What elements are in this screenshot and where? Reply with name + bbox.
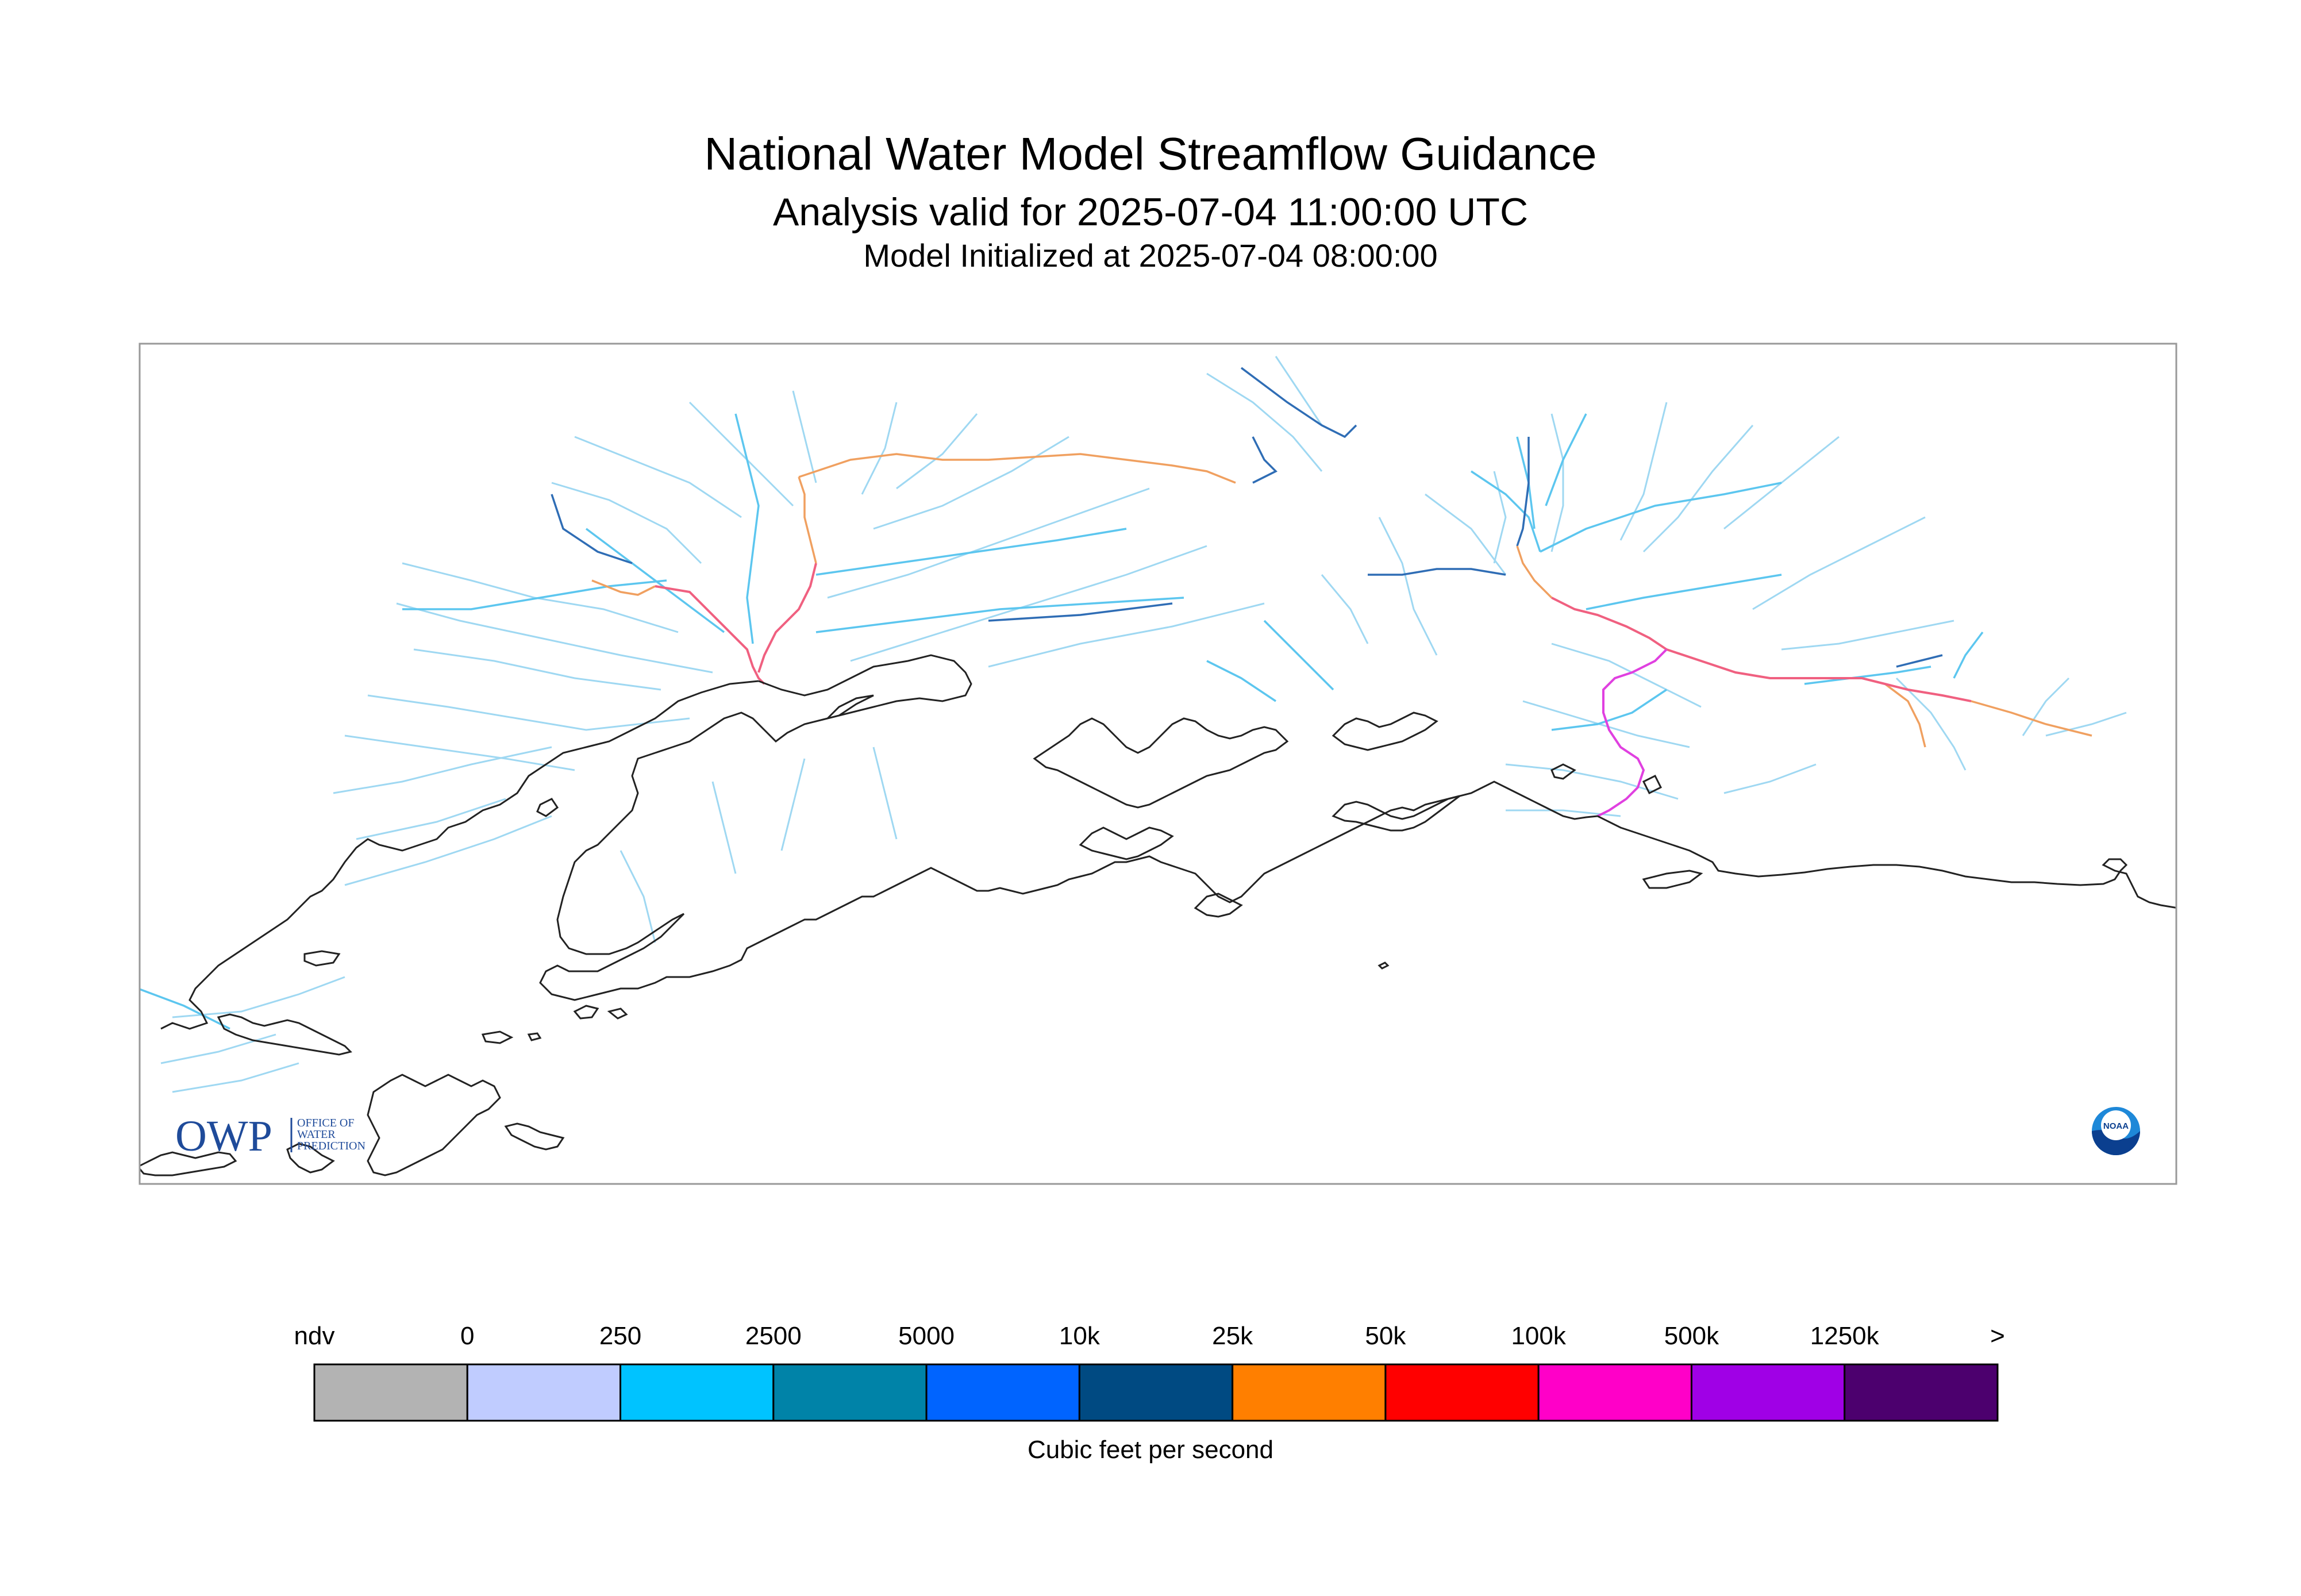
colorbar-units: Cubic feet per second — [1027, 1436, 1274, 1464]
model-init-time: Model Initialized at 2025-07-04 08:00:00 — [863, 237, 1438, 274]
medium-streams — [551, 367, 1943, 668]
colorbar-swatch — [466, 1363, 622, 1422]
colorbar-tick-label: 5000 — [898, 1322, 955, 1350]
noaa-logo: NOAA — [2092, 1107, 2140, 1155]
colorbar-tick-label: 250 — [599, 1322, 642, 1350]
analysis-valid-time: Analysis valid for 2025-07-04 11:00:00 U… — [772, 190, 1529, 234]
map-title: National Water Model Streamflow Guidance — [704, 128, 1597, 179]
colorbar-swatch — [313, 1363, 468, 1422]
owp-logo-line-2: WATER — [297, 1128, 336, 1141]
colorbar-tick-label: 2500 — [745, 1322, 802, 1350]
noaa-logo-text: NOAA — [2103, 1121, 2129, 1131]
map-frame — [138, 343, 2177, 1185]
large-rivers — [591, 453, 2092, 748]
owp-logo: OWP OFFICE OF WATER PREDICTION — [175, 1112, 365, 1160]
owp-logo-line-1: OFFICE OF — [297, 1117, 354, 1129]
colorbar-swatch — [1384, 1363, 1540, 1422]
owp-logo-mark: OWP — [175, 1112, 272, 1160]
colorbar-tick-label: ndv — [294, 1322, 335, 1350]
colorbar-tick-label: 50k — [1365, 1322, 1406, 1350]
colorbar-swatch — [1844, 1363, 1999, 1422]
colorbar-swatch — [1078, 1363, 1234, 1422]
colorbar — [313, 1363, 1999, 1422]
streams — [140, 413, 1984, 1030]
colorbar-tick-label: 1250k — [1810, 1322, 1879, 1350]
colorbar-tick-label: 100k — [1511, 1322, 1566, 1350]
colorbar-swatch — [620, 1363, 775, 1422]
coastline — [140, 654, 2176, 1176]
magenta-river — [1597, 648, 1668, 817]
major-rivers — [655, 563, 1972, 702]
colorbar-tick-label: 500k — [1664, 1322, 1719, 1350]
colorbar-swatch — [1232, 1363, 1387, 1422]
colorbar-tick-label: 25k — [1212, 1322, 1253, 1350]
minor-streams — [160, 356, 2127, 1093]
colorbar-swatch — [1537, 1363, 1692, 1422]
owp-logo-line-3: PREDICTION — [297, 1140, 365, 1152]
colorbar-tick-label: 10k — [1059, 1322, 1100, 1350]
colorbar-swatch — [925, 1363, 1080, 1422]
colorbar-swatch — [772, 1363, 928, 1422]
colorbar-tick-label: > — [1990, 1322, 2005, 1350]
colorbar-swatch — [1690, 1363, 1846, 1422]
colorbar-tick-label: 0 — [460, 1322, 475, 1350]
